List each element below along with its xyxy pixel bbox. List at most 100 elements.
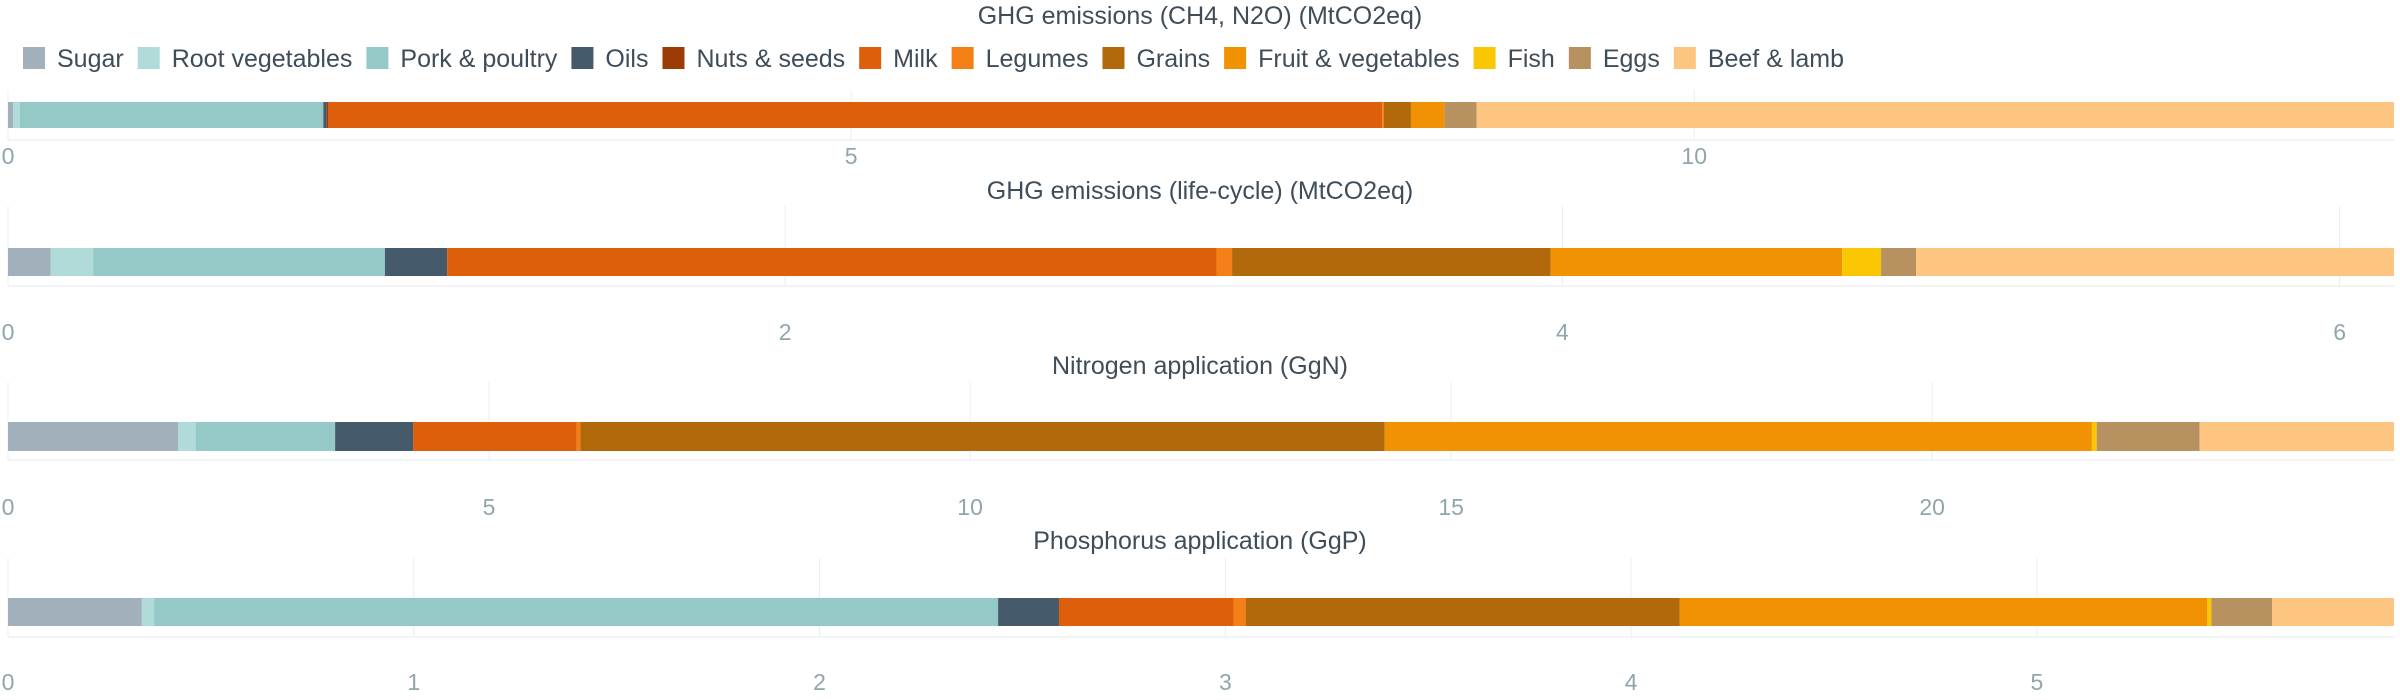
legend-item-beef-and-lamb[interactable]: Beef & lamb (1673, 45, 1844, 73)
x-tick-label: 0 (2, 143, 15, 169)
legend-swatch (859, 47, 882, 69)
bar-segment-root-vegetables[interactable] (13, 102, 20, 128)
legend-label: Beef & lamb (1708, 45, 1844, 73)
legend-item-oils[interactable]: Oils (571, 45, 648, 73)
x-tick-label: 5 (2031, 669, 2044, 695)
bar-segment-legumes[interactable] (1216, 248, 1233, 276)
bar-segment-oils[interactable] (323, 102, 327, 128)
legend-label: Milk (893, 45, 938, 73)
x-tick-label: 2 (813, 669, 826, 695)
legend-swatch (662, 47, 685, 69)
bar-segment-pork-and-poultry[interactable] (19, 102, 324, 128)
legend-label: Root vegetables (172, 45, 353, 73)
panel-nitrogen-application-ggn: Nitrogen application (GgN) 0 5 10 15 20 (2, 352, 2394, 520)
bar-segment-eggs[interactable] (2211, 598, 2273, 626)
bar-segment-milk[interactable] (447, 248, 1217, 276)
bar-segment-eggs[interactable] (1881, 248, 1917, 276)
panel-phosphorus-application-ggp: Phosphorus application (GgP) 0 1 2 3 4 5 (2, 527, 2394, 695)
bar-segment-milk[interactable] (328, 102, 1383, 128)
bar-segment-oils[interactable] (384, 248, 448, 276)
legend-item-root-vegetables[interactable]: Root vegetables (137, 45, 353, 73)
bar-segment-grains[interactable] (1383, 102, 1411, 128)
chart-legend: Sugar Root vegetables Pork & poultry Oils Nu… (23, 45, 1844, 73)
bar-segment-sugar[interactable] (8, 102, 14, 128)
panel-title: GHG emissions (CH4, N2O) (MtCO2eq) (978, 2, 1423, 30)
x-tick-label: 1 (407, 669, 420, 695)
x-tick-label: 6 (2333, 319, 2346, 345)
x-tick-label: 4 (1556, 319, 1569, 345)
legend-item-fish[interactable]: Fish (1473, 45, 1555, 73)
legend-label: Pork & poultry (400, 45, 558, 73)
bar-segment-legumes[interactable] (576, 422, 581, 451)
bar-segment-root-vegetables[interactable] (141, 598, 155, 626)
bar-segment-grains[interactable] (580, 422, 1385, 451)
legend-label: Fruit & vegetables (1258, 45, 1460, 73)
bar-segment-fish[interactable] (1842, 248, 1882, 276)
legend-item-milk[interactable]: Milk (859, 45, 938, 73)
bar-segment-eggs[interactable] (2096, 422, 2200, 451)
bar-segment-beef-and-lamb[interactable] (2272, 598, 2394, 626)
bar-segment-legumes[interactable] (1233, 598, 1246, 626)
legend-item-legumes[interactable]: Legumes (951, 45, 1089, 73)
legend-item-eggs[interactable]: Eggs (1568, 45, 1660, 73)
legend-swatch (1473, 47, 1496, 69)
bar-segment-oils[interactable] (998, 598, 1059, 626)
legend-swatch (1224, 47, 1247, 69)
x-tick-label: 15 (1438, 494, 1464, 520)
x-tick-label: 0 (2, 319, 15, 345)
bar-segment-beef-and-lamb[interactable] (1916, 248, 2394, 276)
bar-segment-root-vegetables[interactable] (178, 422, 196, 451)
legend-item-sugar[interactable]: Sugar (23, 45, 124, 73)
bar-segment-sugar[interactable] (8, 598, 142, 626)
x-tick-label: 3 (1219, 669, 1232, 695)
bar-segment-eggs[interactable] (1444, 102, 1477, 128)
bar-segment-beef-and-lamb[interactable] (1476, 102, 2394, 128)
legend-label: Legumes (986, 45, 1089, 73)
legend-label: Sugar (57, 45, 124, 73)
legend-item-grains[interactable]: Grains (1102, 45, 1210, 73)
panel-title: Phosphorus application (GgP) (1033, 527, 1367, 555)
panel-title: Nitrogen application (GgN) (1052, 352, 1348, 380)
bar-segment-oils[interactable] (335, 422, 414, 451)
x-tick-label: 10 (1681, 143, 1707, 169)
legend-swatch (571, 47, 594, 69)
bar-segment-fruit-and-vegetables[interactable] (1679, 598, 2208, 626)
bar-segment-legumes[interactable] (1382, 102, 1384, 128)
legend-label: Fish (1508, 45, 1555, 73)
bar-segment-grains[interactable] (1232, 248, 1551, 276)
legend-swatch (951, 47, 974, 69)
bar-segment-pork-and-poultry[interactable] (93, 248, 385, 276)
legend-label: Eggs (1603, 45, 1660, 73)
legend-item-fruit-and-vegetables[interactable]: Fruit & vegetables (1224, 45, 1460, 73)
bar-segment-milk[interactable] (413, 422, 577, 451)
bar-segment-fish[interactable] (2091, 422, 2097, 451)
x-tick-label: 0 (2, 669, 15, 695)
bar-segment-sugar[interactable] (8, 422, 179, 451)
bar-segment-beef-and-lamb[interactable] (2199, 422, 2394, 451)
bar-segment-fruit-and-vegetables[interactable] (1384, 422, 2092, 451)
bar-segment-grains[interactable] (1245, 598, 1680, 626)
panel-ghg-emissions-life-cycle-mtco2eq: GHG emissions (life-cycle) (MtCO2eq) 0 2 4 6 (2, 177, 2394, 345)
bar-segment-pork-and-poultry[interactable] (195, 422, 336, 451)
bar-segment-fish[interactable] (2207, 598, 2212, 626)
bar-segment-pork-and-poultry[interactable] (154, 598, 999, 626)
bar-segment-fruit-and-vegetables[interactable] (1550, 248, 1843, 276)
panel-title: GHG emissions (life-cycle) (MtCO2eq) (987, 177, 1413, 205)
bar-segment-nuts-and-seeds[interactable] (326, 102, 329, 128)
legend-swatch (1568, 47, 1591, 69)
bar-segment-sugar[interactable] (8, 248, 51, 276)
panel-ghg-emissions-ch4-n2o-mtco2eq: GHG emissions (CH4, N2O) (MtCO2eq) 0 5 10 (2, 2, 2394, 169)
bar-segment-milk[interactable] (1058, 598, 1234, 626)
x-tick-label: 5 (483, 494, 496, 520)
bar-segment-fruit-and-vegetables[interactable] (1410, 102, 1445, 128)
legend-item-nuts-and-seeds[interactable]: Nuts & seeds (662, 45, 845, 73)
legend-swatch (23, 47, 45, 69)
legend-swatch (137, 47, 160, 69)
legend-item-pork-and-poultry[interactable]: Pork & poultry (366, 45, 558, 73)
legend-label: Grains (1136, 45, 1210, 73)
legend-swatch (1673, 47, 1696, 69)
legend-swatch (366, 47, 389, 69)
bar-segment-root-vegetables[interactable] (50, 248, 94, 276)
